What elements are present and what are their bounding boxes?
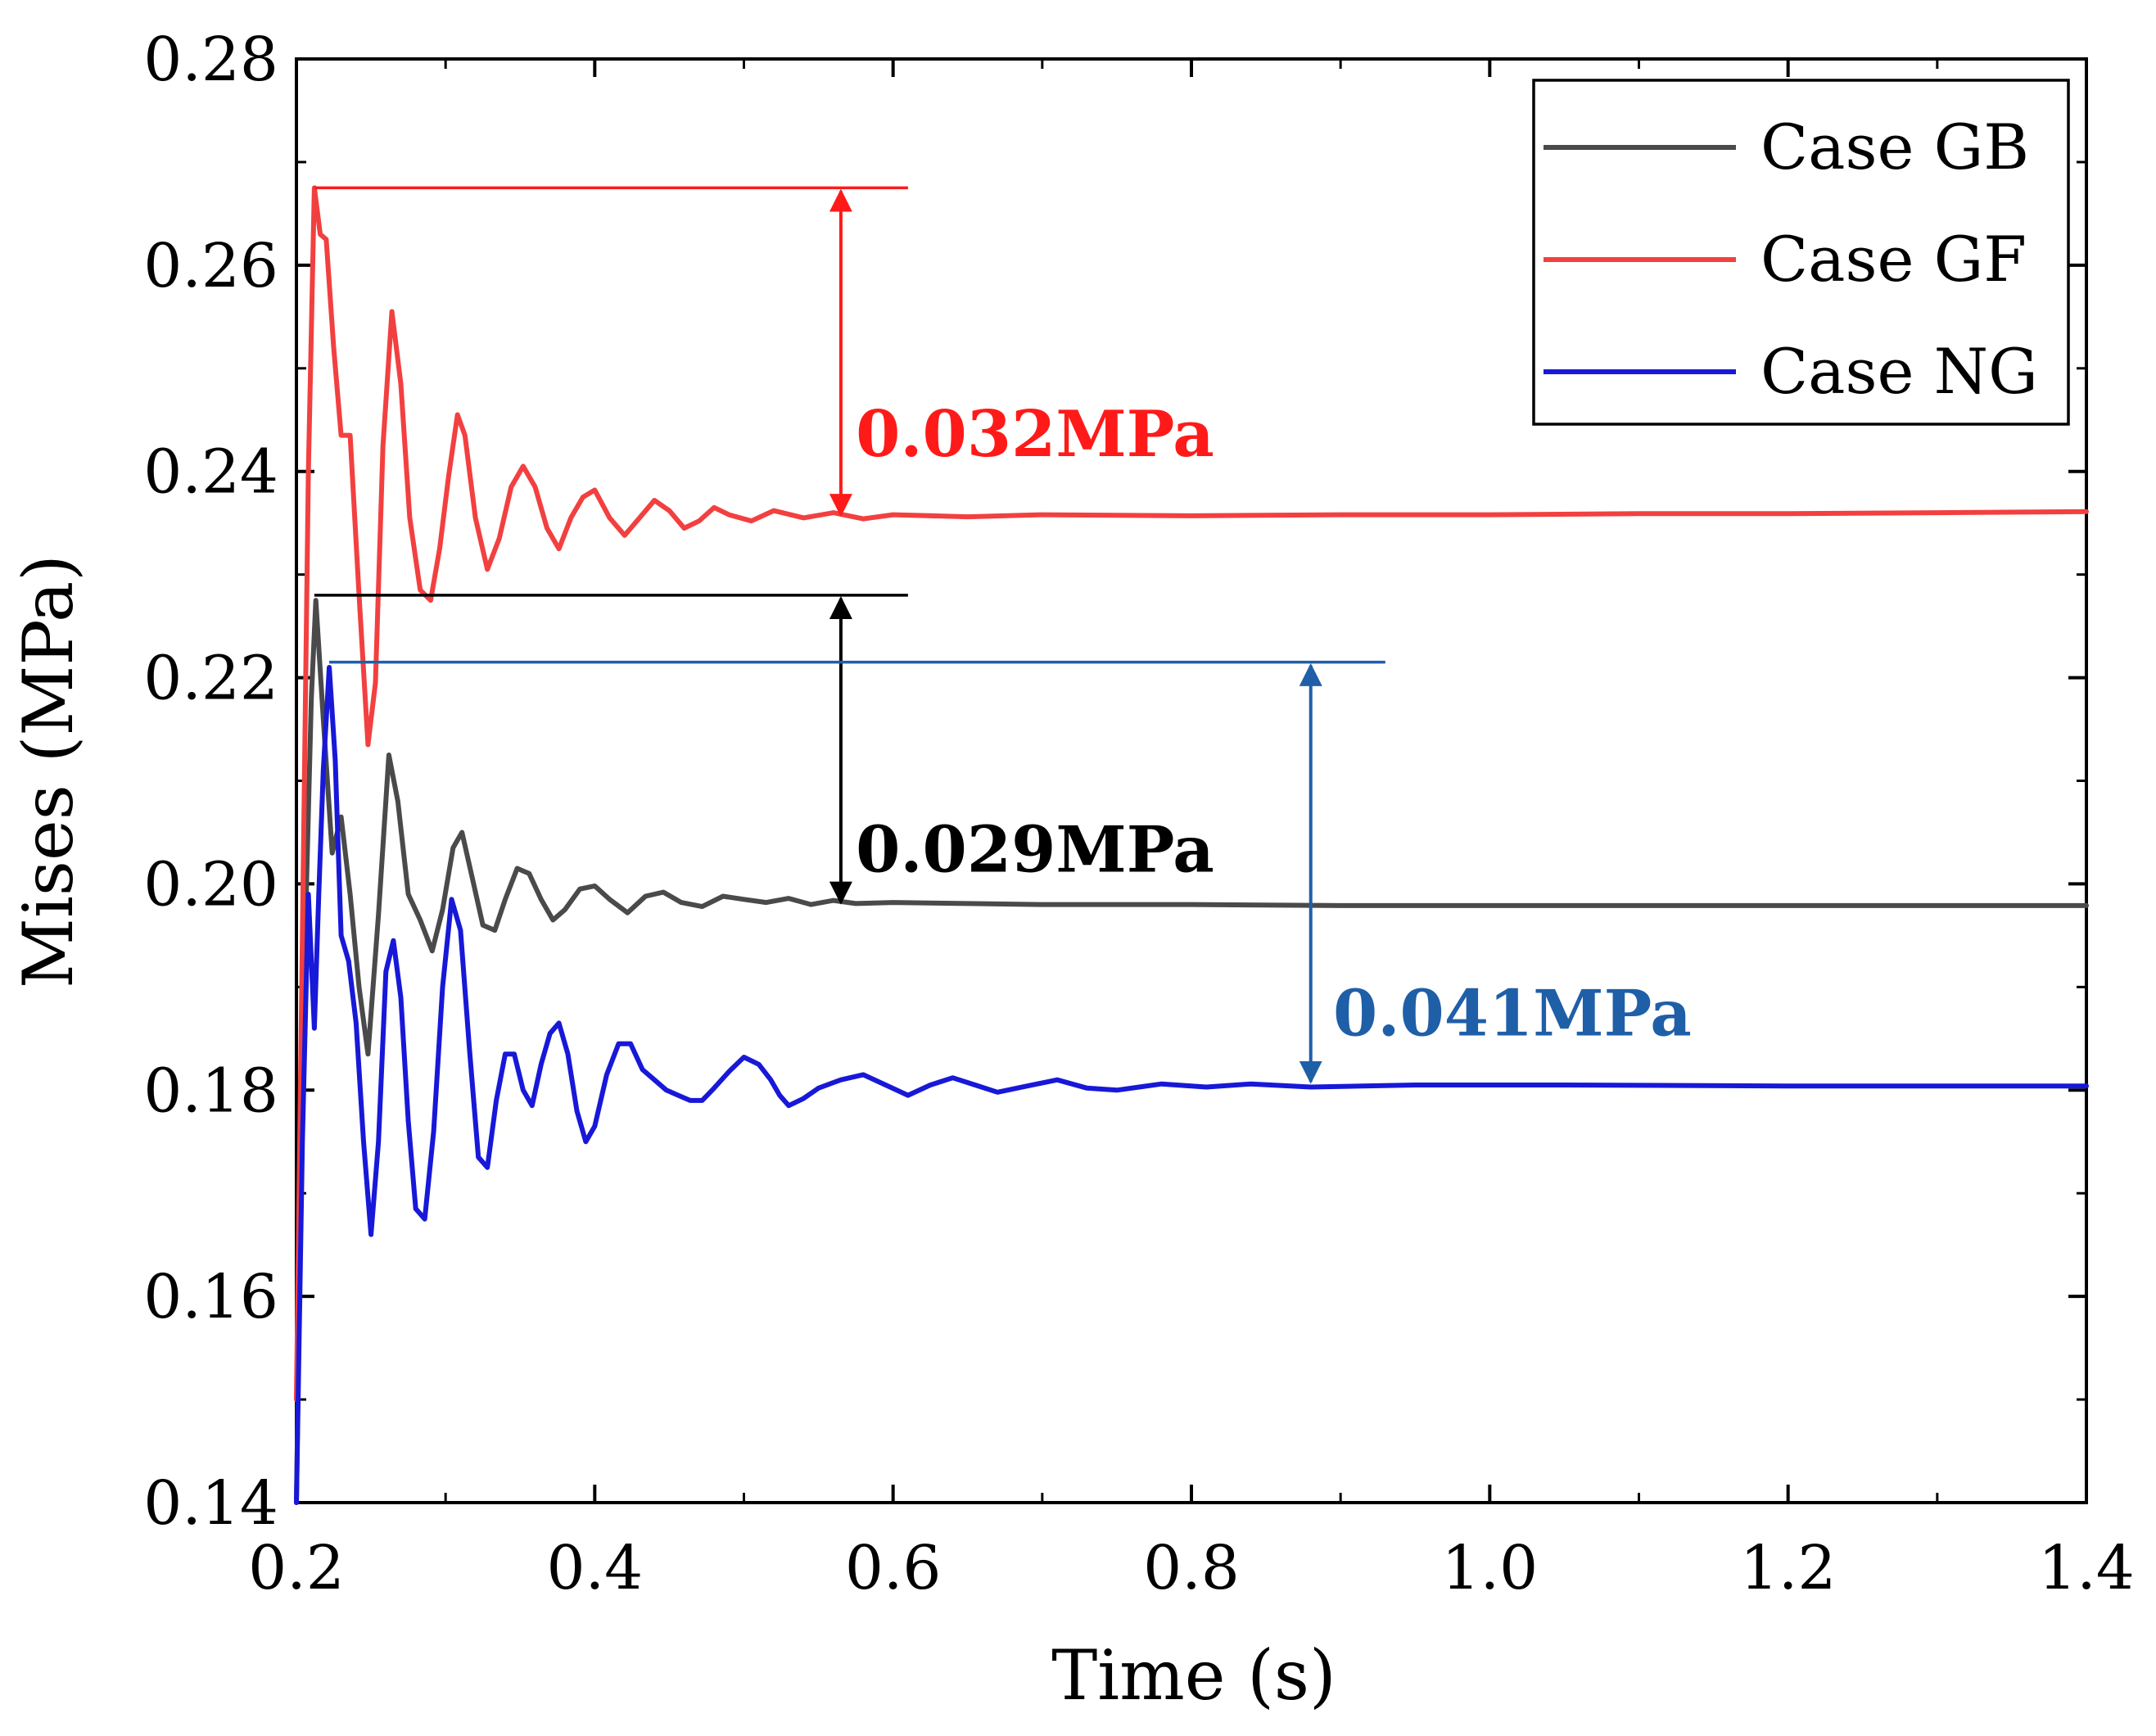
y-tick-label: 0.22	[143, 644, 278, 714]
y-axis: 0.14 0.16 0.18 0.20 0.22 0.24 0.26 0.28	[143, 25, 2086, 1539]
annotation-label: 0.029MPa	[856, 812, 1214, 887]
legend-box	[1532, 79, 2070, 426]
annotations: 0.032MPa 0.029MPa 0.041MPa	[314, 186, 1692, 1084]
series-layer	[294, 185, 2089, 1505]
x-tick-label: 0.4	[546, 1533, 643, 1603]
y-tick-label: 0.14	[143, 1468, 278, 1539]
series-line-case-gf	[294, 185, 2089, 1403]
annotation-label: 0.032MPa	[856, 397, 1214, 472]
y-tick-label: 0.16	[143, 1262, 278, 1332]
x-tick-label: 1.2	[1740, 1533, 1837, 1603]
y-tick-label: 0.20	[143, 849, 278, 920]
x-tick-label: 0.8	[1143, 1533, 1240, 1603]
y-tick-label: 0.26	[143, 231, 278, 301]
x-tick-label: 0.6	[845, 1533, 942, 1603]
x-axis: 0.2 0.4 0.6 0.8 1.0 1.2 1.4	[248, 59, 2135, 1603]
series-line-case-ng	[294, 665, 2089, 1505]
annotation-label: 0.041MPa	[1333, 977, 1692, 1051]
x-axis-title: Time (s)	[1051, 1635, 1336, 1716]
annotation-1: 0.032MPa	[314, 186, 1214, 518]
legend-label-case-gb: Case GB	[1761, 111, 2029, 183]
y-axis-title: Mises (MPa)	[8, 554, 88, 988]
y-tick-label: 0.28	[143, 25, 278, 95]
legend: Case GB Case GF Case NG	[1532, 79, 2070, 426]
y-tick-label: 0.18	[143, 1056, 278, 1126]
y-tick-label: 0.24	[143, 437, 278, 508]
x-tick-label: 0.2	[248, 1533, 345, 1603]
series-line-case-gb	[294, 598, 2089, 1505]
legend-label-case-gf: Case GF	[1761, 223, 2027, 296]
annotation-3: 0.041MPa	[329, 660, 1692, 1084]
x-tick-label: 1.0	[1441, 1533, 1538, 1603]
legend-label-case-ng: Case NG	[1761, 335, 2038, 408]
x-tick-label: 1.4	[2038, 1533, 2135, 1603]
annotation-2: 0.029MPa	[314, 594, 1214, 905]
